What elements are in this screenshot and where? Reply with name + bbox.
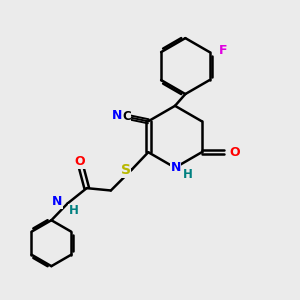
Text: C: C [122, 110, 131, 123]
Text: O: O [75, 155, 85, 168]
Text: F: F [219, 44, 227, 57]
Text: N: N [52, 195, 62, 208]
Text: S: S [121, 163, 130, 177]
Text: H: H [183, 168, 193, 181]
Text: N: N [112, 109, 122, 122]
Text: N: N [170, 161, 181, 174]
Text: H: H [69, 204, 79, 217]
Text: O: O [229, 146, 240, 159]
